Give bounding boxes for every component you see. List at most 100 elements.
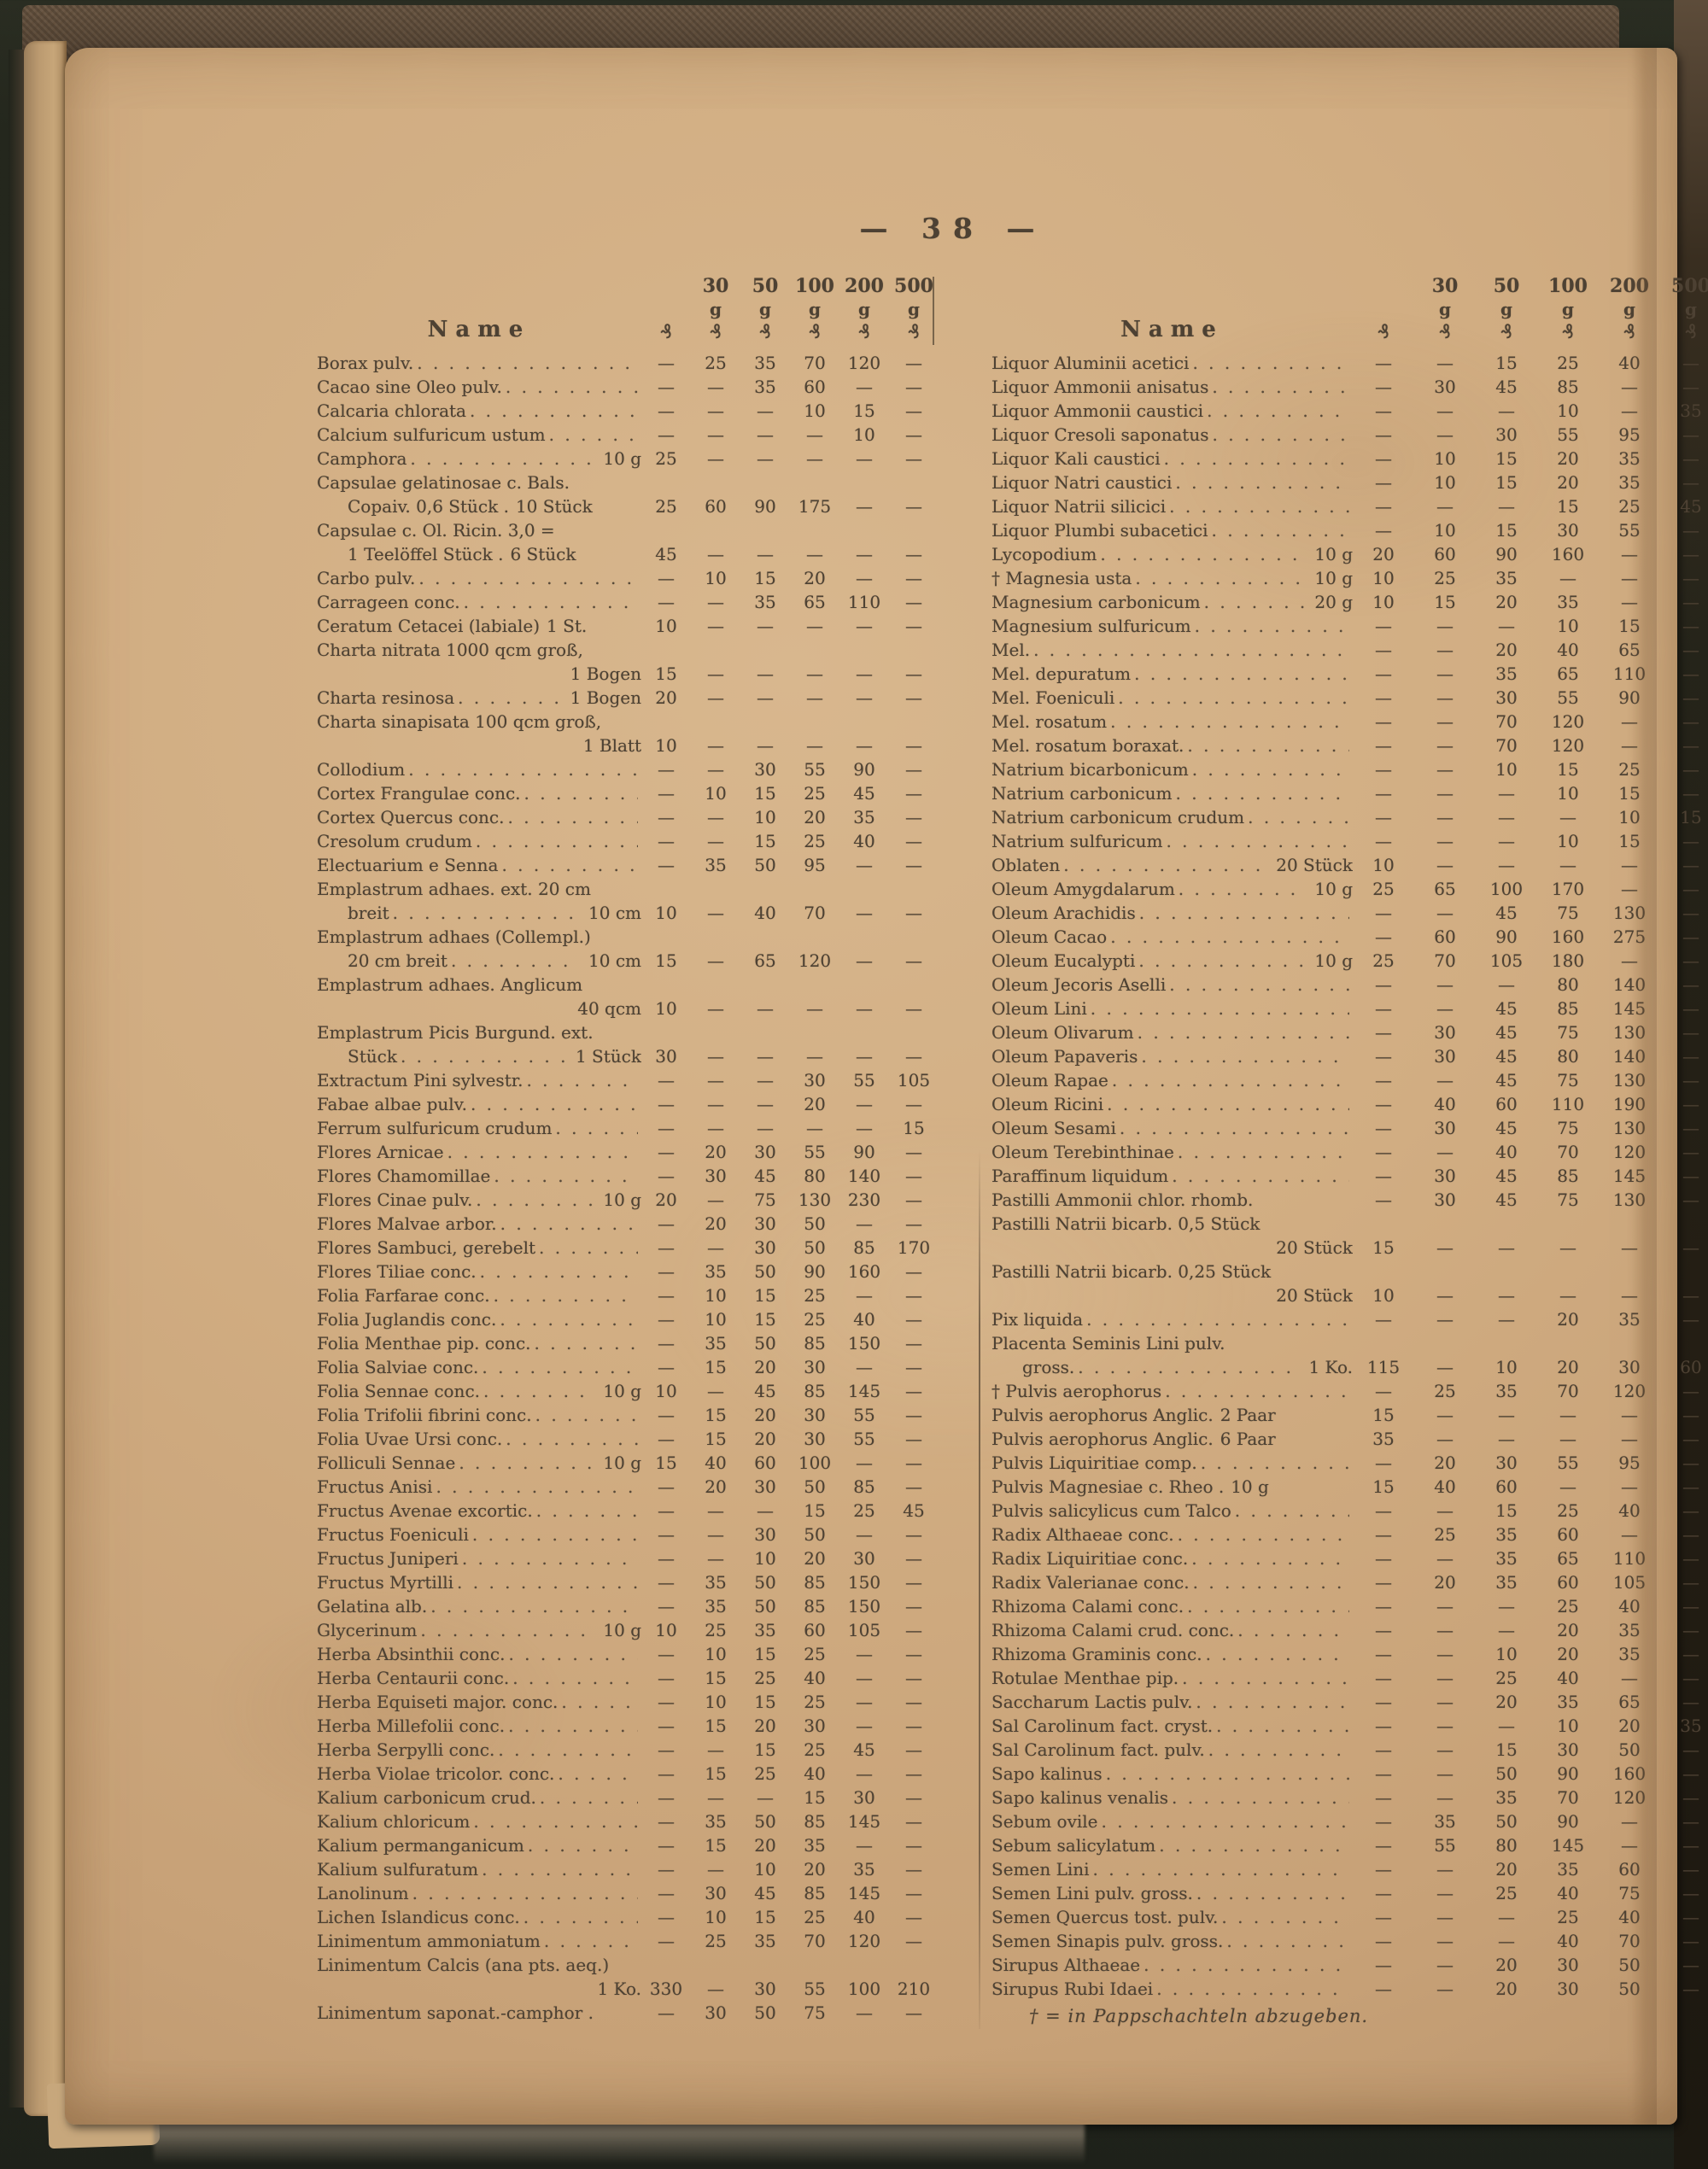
price-cell: — [856,998,873,1019]
price-cell: — [1682,1979,1699,1999]
price-cell: — [905,1476,922,1497]
price-cell: — [658,783,675,804]
price-cell: 20 [754,1835,776,1856]
price-cell: — [1375,1548,1392,1569]
table-row: Calcium sulfuricum ustum — — — — 10 — [317,423,939,447]
item-name: Herba Serpylli conc. [317,1739,495,1760]
item-name-cell: Oleum Sesami [991,1116,1353,1140]
price-cell: 25 [804,1309,826,1330]
price-cell: 60 [804,377,826,397]
price-cell: 70 [1434,950,1456,971]
price-cell: 145 [847,1811,881,1832]
price-cell: 45 [1495,1070,1518,1090]
price-cell: — [757,400,774,421]
price-cell: — [1375,520,1392,541]
price-cell: 50 [804,1476,826,1497]
item-name-cell: Paraffinum liquidum [991,1164,1353,1188]
table-row: Oleum Lini — — 45 85 145 — [991,997,1708,1020]
dot-leader [1156,1977,1349,2001]
table-row: Rotulae Menthae pip. — — 25 40 — — [991,1666,1708,1690]
price-cell: 40 [804,1763,826,1784]
price-cell: — [856,950,873,971]
price-cell: 45 [853,783,875,804]
item-name-cell: Sapo kalinus venalis [991,1786,1353,1809]
item-name-cell: Mel. depuratum [991,662,1353,686]
quantity-label: 1 Ko. [597,1979,641,1999]
price-cell: 25 [1434,1381,1456,1401]
price-cell [1660,1260,1708,1283]
price-cell: 60 [1434,927,1456,947]
table-row: Fructus Avenae excortic. — — — 15 25 45 [317,1499,939,1523]
item-name-cell: Calcaria chlorata [317,399,641,423]
item-name: Cresolum crudum [317,831,472,851]
dot-leader [549,423,638,447]
price-cell: 90 [754,496,776,517]
price-cell: — [1375,377,1392,397]
item-name-cell: Mel. [991,638,1353,662]
price-cell: — [856,616,873,636]
dot-leader [1106,1762,1349,1786]
pfennig-symbol: ₰ [1439,322,1451,343]
price-cell [790,925,839,949]
price-cell: 25 [1434,1524,1456,1545]
table-row: Sirupus Rubi Idaei — — 20 30 50 — [991,1977,1708,2001]
item-name-cell: Folliculi Sennae 10 g [317,1451,641,1475]
price-cell: 30 [1434,377,1456,397]
price-cell: 130 [1612,1190,1647,1210]
price-cell: — [1436,664,1454,684]
price-cell [790,518,839,542]
price-cell: — [1682,1907,1699,1927]
table-row: Placenta Seminis Lini pulv. [991,1331,1708,1355]
price-cell: 25 [804,831,826,851]
item-name-cell: Placenta Seminis Lini pulv. [991,1331,1353,1355]
dot-leader [1204,590,1305,614]
table-row: Liquor Natri caustici — 10 15 20 35 — [991,471,1708,494]
price-cell: 15 [1372,1405,1395,1425]
table-row: Sebum salicylatum — 55 80 145 — — [991,1833,1708,1857]
price-cell: — [1436,1763,1454,1784]
price-cell: — [757,998,774,1019]
item-name-cell: Cortex Frangulae conc. [317,781,641,805]
price-cell [1414,1260,1476,1283]
price-cell: 15 [804,1787,826,1808]
price-cell: 30 [804,1429,826,1449]
dot-leader [500,1307,638,1331]
price-cell: — [1375,974,1392,995]
price-cell: — [1682,1118,1699,1138]
price-cell: — [757,1787,774,1808]
item-name-cell: Lanolinum [317,1881,641,1905]
price-cell: — [856,687,873,708]
price-cell: 40 [1618,353,1641,373]
price-cell: 75 [1557,1118,1579,1138]
price-cell: 20 [1557,448,1579,469]
item-name-cell: Magnesium carbonicum 20 g [991,590,1353,614]
dot-leader [524,781,638,805]
price-cell: — [707,807,724,827]
price-cell: — [1682,1429,1699,1449]
price-cell: 45 [1495,998,1518,1019]
table-row: Natrium carbonicum crudum — — — — 10 15 [991,805,1708,829]
quantity-label: 1 Bogen [570,664,641,684]
item-name-cell: Magnesium sulfuricum [991,614,1353,638]
price-cell: — [1375,1500,1392,1521]
item-name: Carrageen conc. [317,592,460,612]
price-cell: 10 [1495,1357,1518,1377]
table-row: Flores Sambuci, gerebelt — — 30 50 85 170 [317,1236,939,1260]
item-name-cell: Semen Quercus tost. pulv. [991,1905,1353,1929]
price-cell: 15 [754,1907,776,1927]
price-cell: — [1375,400,1392,421]
table-row: Folliculi Sennae 10 g 15 40 60 100 — — [317,1451,939,1475]
item-name-cell: Linimentum ammoniatum [317,1929,641,1953]
pfennig-symbol: ₰ [809,322,821,343]
price-cell: — [1436,1931,1454,1951]
dot-leader [1187,1594,1349,1618]
price-cell: 25 [705,1931,727,1951]
price-cell: — [1375,1787,1392,1808]
price-cell: — [856,1453,873,1473]
price-cell [691,1953,740,1977]
item-name-cell: Fructus Juniperi [317,1546,641,1570]
price-cell [790,1953,839,1977]
price-cell: 85 [804,1811,826,1832]
quantity-label: 10 g [1314,879,1353,899]
